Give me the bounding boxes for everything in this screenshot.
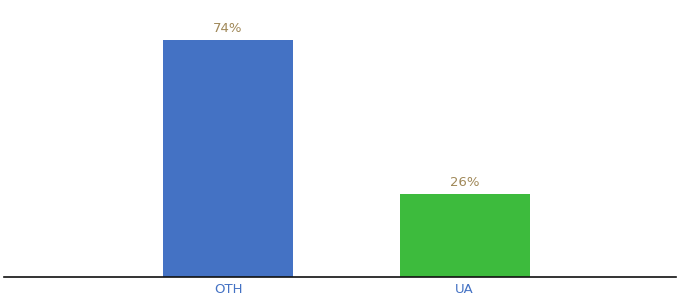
- Text: 26%: 26%: [450, 176, 479, 189]
- Bar: [163, 40, 293, 277]
- Text: 74%: 74%: [214, 22, 243, 35]
- Bar: [400, 194, 530, 277]
